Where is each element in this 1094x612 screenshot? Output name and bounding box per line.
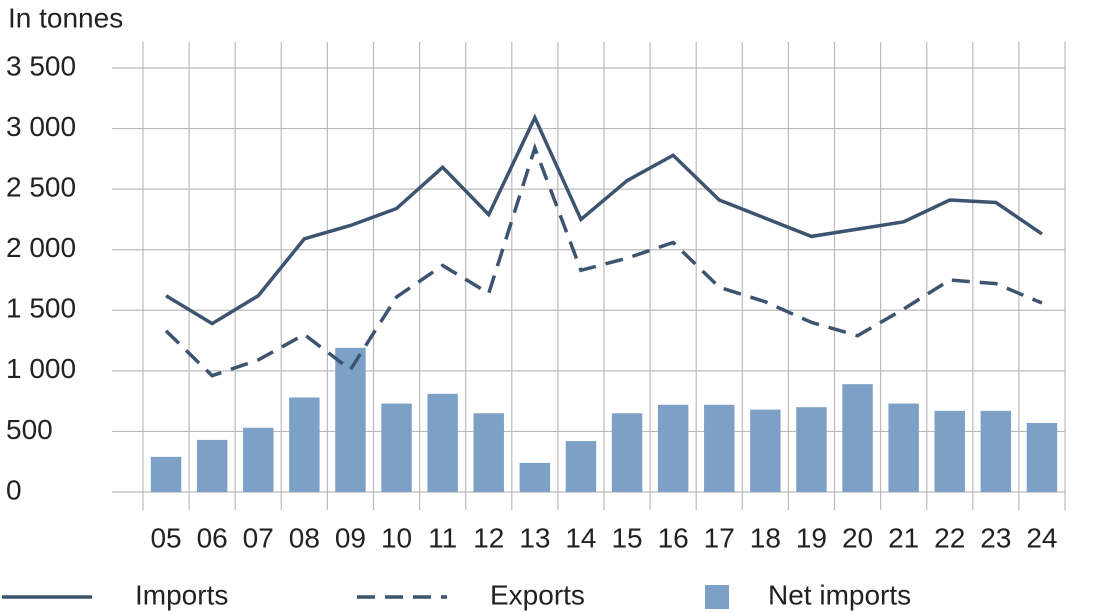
x-tick-label: 12 (473, 522, 504, 553)
legend-label: Exports (490, 579, 585, 610)
bar (657, 404, 689, 492)
x-tick-label: 09 (335, 522, 366, 553)
bar (196, 439, 228, 492)
bar (381, 403, 412, 492)
x-tick-label: 15 (611, 522, 642, 553)
legend-swatch (705, 585, 729, 609)
chart-title: In tonnes (8, 2, 123, 33)
bar (796, 407, 827, 492)
bar (1026, 422, 1058, 492)
x-tick-label: 07 (243, 522, 274, 553)
bar (289, 397, 320, 492)
x-tick-label: 18 (750, 522, 781, 553)
bar (335, 347, 366, 492)
x-tick-label: 22 (934, 522, 965, 553)
y-tick-label: 2 000 (6, 232, 76, 263)
bar (519, 462, 551, 492)
y-tick-label: 3 000 (6, 111, 76, 142)
x-tick-label: 10 (381, 522, 412, 553)
x-tick-label: 08 (289, 522, 320, 553)
bar (934, 410, 965, 492)
x-tick-label: 23 (980, 522, 1011, 553)
x-tick-label: 19 (796, 522, 827, 553)
x-tick-label: 11 (428, 522, 457, 553)
y-tick-label: 500 (6, 414, 53, 445)
x-tick-label: 16 (658, 522, 689, 553)
x-tick-label: 05 (150, 522, 181, 553)
legend-label: Imports (135, 579, 228, 610)
y-tick-label: 2 500 (6, 172, 76, 203)
bar (150, 456, 182, 492)
y-tick-label: 1 500 (6, 293, 76, 324)
x-tick-label: 13 (519, 522, 550, 553)
bar (427, 393, 458, 492)
x-tick-label: 24 (1026, 522, 1057, 553)
bar (565, 441, 597, 492)
line-series (164, 142, 1043, 378)
y-tick-label: 3 500 (6, 50, 76, 81)
bar (750, 409, 781, 492)
bar (842, 384, 873, 492)
x-tick-label: 14 (565, 522, 596, 553)
x-tick-label: 21 (888, 522, 919, 553)
bar (888, 403, 919, 492)
x-tick-label: 06 (197, 522, 228, 553)
legend-label: Net imports (768, 579, 911, 610)
bar (473, 413, 504, 492)
bar (980, 410, 1012, 492)
bar (704, 404, 735, 492)
line-series (165, 113, 1043, 326)
x-tick-label: 17 (704, 522, 735, 553)
bar (243, 427, 274, 492)
y-tick-label: 0 (6, 474, 22, 505)
bar (611, 413, 643, 492)
x-tick-label: 20 (842, 522, 873, 553)
y-tick-label: 1 000 (6, 353, 76, 384)
